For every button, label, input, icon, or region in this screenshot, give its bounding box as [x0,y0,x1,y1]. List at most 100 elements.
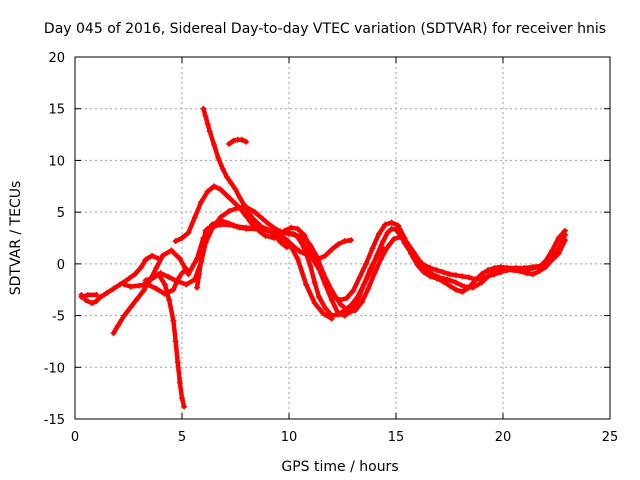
data-point [303,281,310,288]
data-point [238,136,245,143]
data-point [204,188,211,195]
data-point [271,235,278,241]
y-tick-label: -5 [52,310,65,325]
data-point [371,270,378,277]
data-point [215,155,222,162]
data-point [226,140,233,147]
x-tick-label: 5 [178,430,186,445]
data-point [166,274,173,281]
data-point [356,274,363,281]
data-point [536,268,543,275]
data-point [384,244,391,251]
data-point [309,252,316,259]
data-point [388,219,395,226]
series-track-5 [142,271,188,410]
data-point [211,223,218,230]
data-point [296,236,303,243]
y-tick-label: 5 [57,206,65,221]
data-point [217,221,224,228]
data-point [93,291,100,298]
data-point [414,261,421,268]
data-point [378,255,385,262]
data-point [204,225,211,232]
data-point [142,277,149,284]
data-point [405,246,412,253]
data-point [193,284,200,291]
data-point [136,282,143,289]
chart-title: Day 045 of 2016, Sidereal Day-to-day VTE… [44,21,606,37]
data-point [230,222,237,229]
data-point [497,269,504,276]
data-point [176,255,183,262]
data-point [258,223,265,230]
data-point [104,289,111,296]
data-point [217,186,224,193]
y-tick-label: 20 [48,51,65,66]
data-point [131,271,138,278]
data-point [414,256,421,263]
data-point [341,307,348,314]
data-point [211,183,218,190]
data-point [243,138,250,145]
data-point [341,312,348,319]
data-point [491,264,498,271]
data-point [153,285,160,292]
data-point [375,230,382,237]
data-point [354,298,361,305]
data-point [183,281,190,288]
data-point [253,219,260,226]
data-point [286,229,292,236]
data-point [288,224,295,231]
data-point [380,238,387,245]
data-point [121,312,128,319]
y-tick-label: 0 [57,258,65,273]
data-point [123,277,130,284]
data-point [174,359,181,366]
data-point [159,252,166,259]
data-point [170,286,177,293]
data-point [341,238,348,245]
data-point [465,274,472,281]
series-group [78,105,569,410]
data-point [433,267,440,274]
data-point [465,284,472,291]
data-point [337,297,344,304]
x-axis-label: GPS time / hours [281,459,398,475]
data-point [84,291,91,298]
data-point [343,294,350,301]
data-point [294,225,301,232]
data-point [322,305,329,312]
data-point [196,271,203,278]
data-point [444,276,451,283]
data-point [251,209,258,216]
series-track-2 [78,291,100,300]
y-axis-label: SDTVAR / TECUs [8,181,24,296]
plot-frame [74,56,611,420]
data-point [223,192,230,199]
data-point [179,235,185,241]
series-line [121,266,189,297]
data-point [373,253,380,260]
data-point [226,208,233,215]
data-point [365,285,372,292]
data-point [149,252,156,259]
data-point [555,235,562,241]
data-point [211,141,218,148]
y-tick-label: -15 [44,413,65,428]
data-point [485,273,492,280]
data-point [446,282,453,289]
data-point [230,137,237,144]
data-point [172,238,179,245]
data-point [388,225,395,232]
data-point [232,186,239,193]
data-point [200,105,207,112]
data-point [311,279,318,286]
data-point [89,300,96,307]
data-point [510,267,517,274]
y-tick-label: -10 [44,361,65,376]
data-point [243,225,250,232]
data-point [328,246,335,253]
data-point [262,232,269,239]
data-point [236,194,243,201]
